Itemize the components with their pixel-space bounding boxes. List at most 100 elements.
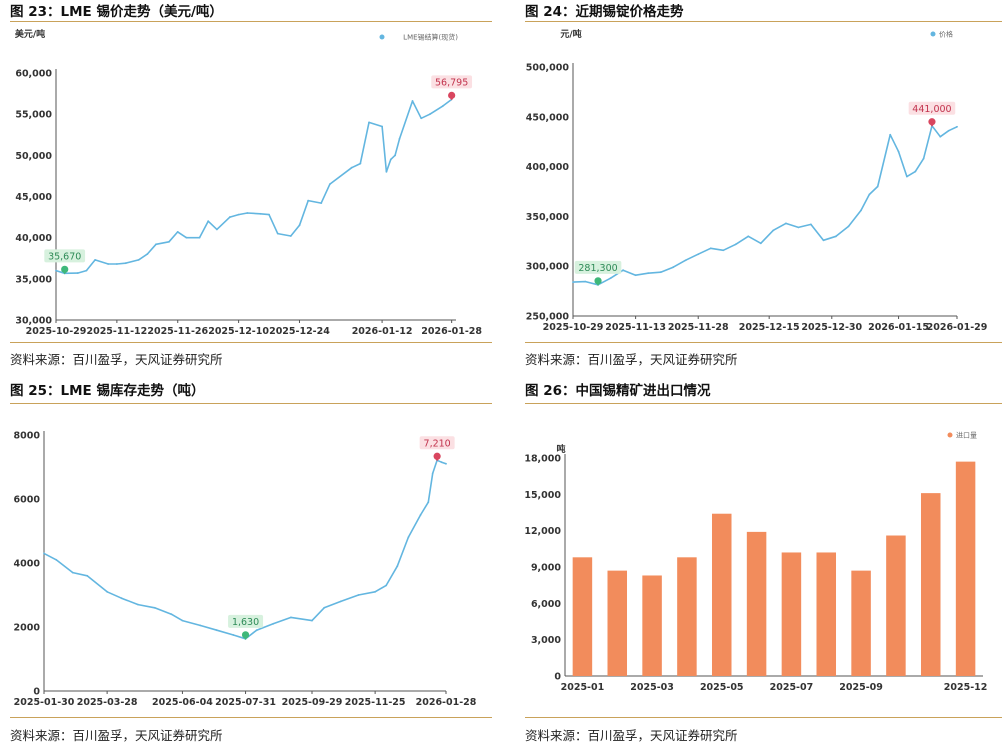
y-tick-label: 450,000: [526, 112, 570, 123]
x-tick-label: 2026-01-28: [421, 326, 482, 337]
data-point: [215, 629, 218, 632]
min-value-label: 1,630: [228, 614, 264, 640]
data-point: [55, 269, 57, 272]
data-point: [429, 113, 431, 116]
legend-label: LME锡结算(现货): [403, 33, 458, 42]
panel-lme-tin-price: 图 23：LME 锡价走势（美元/吨） 美元/吨 LME锡结算(现货) 30,000…: [10, 0, 492, 370]
data-point: [847, 225, 850, 228]
data-point: [115, 263, 118, 265]
series-line: [55, 98, 453, 275]
legend-marker: [930, 31, 936, 37]
data-point: [71, 571, 74, 574]
bar: [955, 461, 976, 676]
data-point: [215, 228, 218, 231]
data-point: [385, 170, 388, 173]
x-tick-label: 2025-12-15: [739, 322, 800, 333]
y-tick-label: 2000: [14, 623, 41, 634]
data-point: [427, 501, 430, 504]
bar: [642, 575, 662, 676]
tin-ingot-price-chart: 元/吨 价格 250,000 300,000 350,000 400,000 450,000…: [526, 28, 988, 333]
x-tick-label: 2025-03: [630, 682, 674, 693]
data-point: [810, 223, 812, 226]
min-value-label-box: [44, 249, 86, 263]
data-point: [835, 235, 837, 238]
data-point: [684, 259, 687, 262]
x-tick-label: 2025-05: [700, 682, 744, 693]
title-rule: [525, 403, 1002, 404]
source-rule: [525, 342, 1002, 343]
y-tick-label: 18,000: [524, 454, 561, 465]
data-point: [55, 558, 58, 561]
panel-title: 图 24：近期锡锭价格走势: [525, 4, 684, 20]
data-point: [411, 100, 414, 102]
y-tick-label: 4000: [14, 559, 41, 570]
bar: [816, 552, 837, 676]
data-point: [268, 213, 270, 216]
x-tick-label: 2025-12-10: [208, 326, 269, 337]
min-value-label-text: 35,670: [48, 251, 81, 262]
panel-title: 图 23：LME 锡价走势（美元/吨）: [10, 4, 223, 20]
data-point: [697, 253, 700, 256]
source-rule: [10, 717, 492, 718]
series-line: [572, 125, 958, 286]
panel-lme-tin-inventory: 图 25：LME 锡库存走势（吨） 0 2000 4000 6000 8000 2025-…: [10, 379, 492, 743]
x-tick-label: 2025-11-28: [668, 322, 729, 333]
x-tick-label: 2025-10-29: [26, 326, 87, 337]
data-point: [350, 166, 353, 169]
max-value-label-box: [431, 75, 473, 89]
data-point: [311, 619, 313, 622]
bar: [886, 535, 906, 676]
unit-label: 美元/吨: [15, 28, 45, 40]
data-point: [86, 574, 89, 577]
min-value-label-pin-tip: [595, 281, 602, 286]
y-tick-label: 45,000: [15, 192, 52, 203]
title-rule: [10, 21, 492, 22]
data-point: [155, 243, 157, 246]
source-rule: [525, 717, 1002, 718]
lme-tin-inventory-chart: 0 2000 4000 6000 8000 2025-01-30 2025-03-28 202…: [14, 431, 477, 709]
title-rule: [525, 21, 1002, 22]
china-tin-concentrate-chart: 吨 进口量 0 3,000 6,000 9,000 12,000 15,000 18,000 20…: [524, 432, 987, 694]
data-point: [170, 613, 173, 616]
data-point: [43, 552, 45, 555]
x-tick-label: 2025-03-28: [77, 697, 138, 708]
x-tick-label: 2025-01-30: [14, 697, 75, 708]
data-point: [246, 212, 249, 214]
unit-label: 吨: [556, 443, 565, 455]
x-tick-label: 2026-01-28: [416, 697, 477, 708]
data-point: [584, 280, 587, 283]
data-point: [445, 462, 447, 465]
data-point: [442, 105, 444, 107]
data-point: [906, 175, 908, 178]
source-rule: [10, 342, 492, 343]
x-tick-label: 2025-11-25: [345, 697, 406, 708]
data-point: [272, 622, 275, 625]
max-value-label: 441,000: [908, 101, 956, 127]
y-tick-label: 60,000: [15, 69, 52, 80]
data-point: [320, 202, 323, 204]
y-tick-label: 12,000: [524, 526, 561, 537]
data-point: [137, 258, 140, 261]
max-value-label-pin-tip: [448, 96, 455, 101]
data-point: [897, 150, 900, 153]
data-point: [137, 603, 140, 606]
max-value-label-pin-tip: [928, 122, 935, 127]
data-point: [784, 222, 787, 225]
x-tick-label: 2025-11-12: [86, 326, 147, 337]
min-value-label-box: [574, 260, 622, 274]
data-point: [672, 266, 675, 269]
x-tick-label: 2026-01-15: [868, 322, 929, 333]
data-point: [419, 514, 422, 516]
data-point: [747, 235, 750, 238]
max-value-label-text: 56,795: [435, 77, 468, 88]
bar: [920, 493, 941, 676]
max-value-label: 7,210: [419, 436, 455, 462]
bar: [572, 557, 593, 676]
data-point: [947, 129, 950, 132]
data-point: [914, 170, 917, 173]
data-point: [634, 274, 637, 277]
data-point: [207, 220, 210, 223]
data-point: [289, 235, 292, 237]
data-point: [647, 272, 650, 275]
unit-label: 元/吨: [560, 28, 581, 40]
